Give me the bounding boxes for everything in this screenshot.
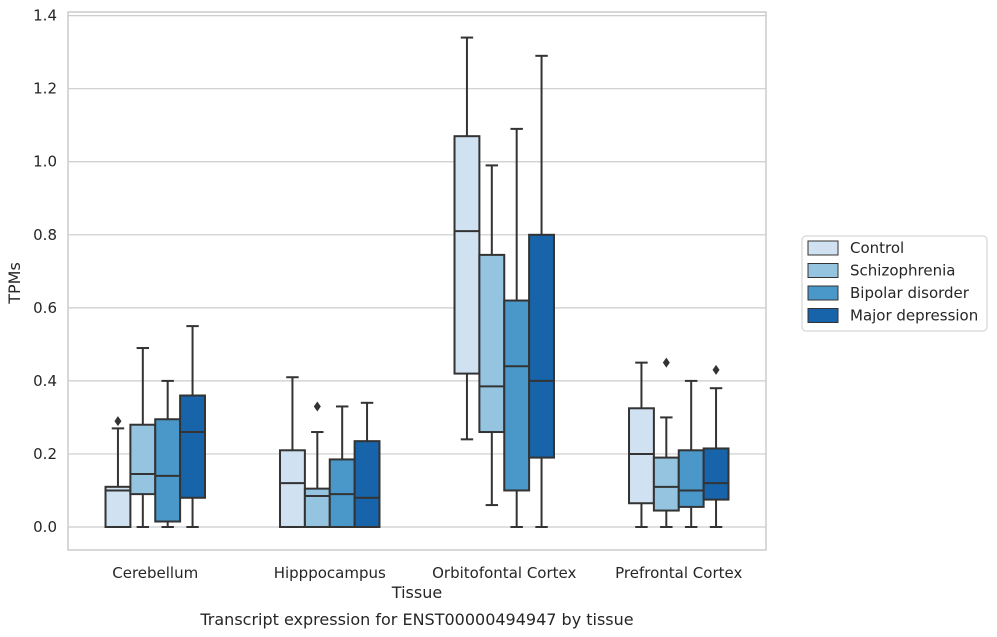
series-bipolar-disorder <box>154 127 705 528</box>
box-body <box>279 449 306 528</box>
x-tick-label: Hipppocampus <box>274 564 386 582</box>
outlier-point <box>712 364 720 375</box>
box-body <box>702 447 730 501</box>
legend-label: Major depression <box>850 307 978 325</box>
legend-swatch <box>807 240 839 256</box>
box <box>702 364 730 528</box>
y-tick-label: 1.4 <box>33 7 57 25</box>
legend-item: Bipolar disorder <box>807 284 970 302</box>
outlier-point <box>313 401 321 412</box>
x-axis-label: Tissue <box>391 583 442 602</box>
box <box>328 405 356 528</box>
series-major-depression <box>179 54 730 528</box>
x-axis-ticks: Cerebellum Hipppocampus Orbitofontal Corte… <box>112 564 742 582</box>
box-body <box>303 487 331 528</box>
box <box>628 361 655 528</box>
box <box>353 401 381 528</box>
box <box>528 54 555 528</box>
series-control <box>104 36 655 528</box>
box-body <box>628 407 655 505</box>
box-body <box>677 449 705 508</box>
legend-swatch <box>807 263 839 278</box>
plot-area-frame <box>67 11 767 551</box>
box-body <box>652 456 680 512</box>
x-tick-label: Cerebellum <box>112 564 198 582</box>
series-schizophrenia <box>129 164 680 528</box>
box <box>453 36 481 441</box>
y-tick-label: 1.2 <box>33 80 57 98</box>
legend-label: Bipolar disorder <box>850 284 970 302</box>
box <box>478 164 506 507</box>
box <box>154 379 182 528</box>
legend-swatch <box>807 308 839 323</box>
y-tick-label: 0.8 <box>33 226 57 244</box>
y-tick-label: 0.2 <box>33 445 57 463</box>
box-body <box>179 394 206 499</box>
y-tick-label: 0.0 <box>33 518 57 536</box>
chart-caption: Transcript expression for ENST0000049494… <box>199 610 633 629</box>
box <box>104 416 132 528</box>
legend: Control Schizophrenia Bipolar disorder Majo… <box>801 235 988 332</box>
box-body <box>478 253 506 434</box>
legend-label: Control <box>850 239 904 257</box>
box <box>303 401 331 528</box>
box-series <box>104 36 730 528</box>
box-body <box>503 299 531 492</box>
box <box>279 376 306 528</box>
box-body <box>154 418 182 523</box>
legend-label: Schizophrenia <box>850 262 955 280</box>
legend-item: Control <box>807 239 904 257</box>
box <box>179 325 206 528</box>
outlier-point <box>114 416 122 427</box>
box-body <box>104 485 132 528</box>
box <box>129 347 157 528</box>
x-tick-label: Prefrontal Cortex <box>615 564 742 582</box>
legend-frame <box>801 235 988 332</box>
box-body <box>528 233 555 459</box>
y-axis-label: TPMs <box>5 262 24 305</box>
outlier-point <box>662 357 670 368</box>
legend-item: Schizophrenia <box>807 262 955 280</box>
legend-swatch <box>807 285 839 301</box>
box-body <box>353 440 381 528</box>
y-tick-label: 1.0 <box>33 153 57 171</box>
legend-item: Major depression <box>807 307 978 325</box>
box-body <box>129 423 157 496</box>
box-body <box>453 135 481 375</box>
y-tick-label: 0.4 <box>33 372 57 390</box>
box <box>503 127 531 528</box>
box <box>652 357 680 528</box>
y-axis-ticks: 0.0 0.2 0.4 0.6 0.8 1.0 1.2 1.4 <box>33 7 57 536</box>
x-tick-label: Orbitofontal Cortex <box>432 564 576 582</box>
box <box>677 379 705 528</box>
y-tick-label: 0.6 <box>33 299 57 317</box>
